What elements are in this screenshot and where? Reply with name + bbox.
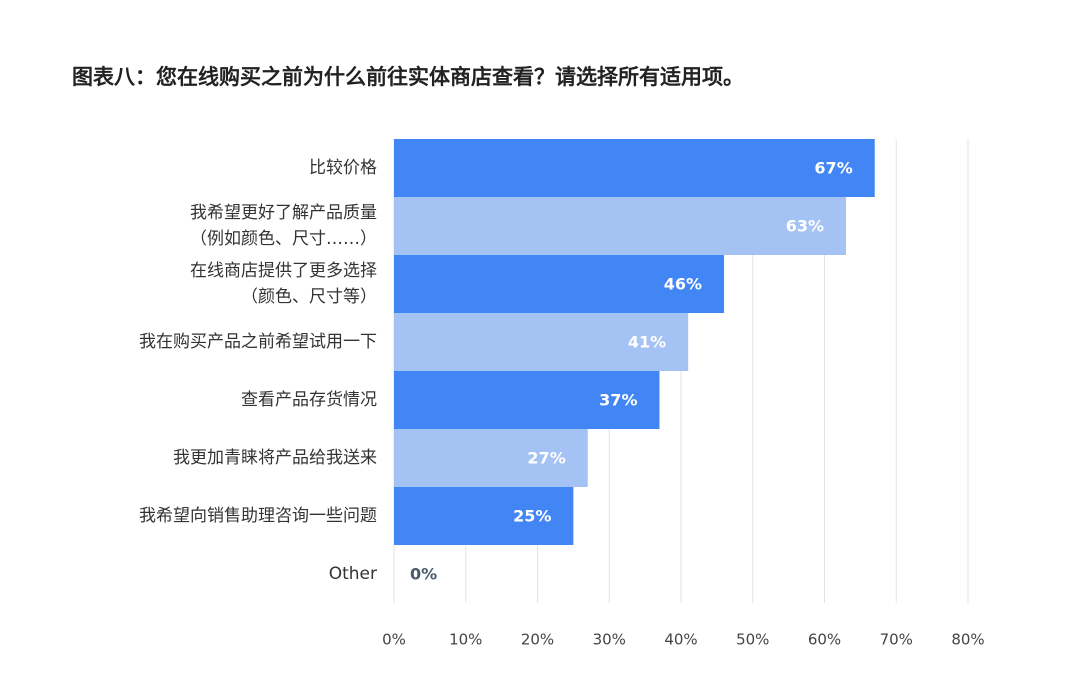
bar (394, 429, 588, 487)
x-tick-label: 70% (880, 631, 913, 649)
x-tick-label: 10% (449, 631, 482, 649)
chart-title: 图表八：您在线购买之前为什么前往实体商店查看？请选择所有适用项。 (72, 65, 744, 89)
y-tick-label: Other (329, 564, 377, 584)
data-label: 41% (628, 333, 666, 352)
x-tick-label: 40% (664, 631, 697, 649)
y-tick-label: （颜色、尺寸等） (241, 287, 377, 307)
data-label: 67% (814, 159, 852, 178)
data-label: 46% (664, 275, 702, 294)
bar (394, 255, 725, 313)
x-tick-label: 50% (736, 631, 769, 649)
bar (394, 197, 847, 255)
data-label: 25% (513, 507, 551, 526)
x-tick-label: 0% (382, 631, 406, 649)
y-tick-label: 比较价格 (309, 158, 377, 178)
y-tick-label: 我更加青睐将产品给我送来 (173, 448, 377, 468)
y-tick-label: 查看产品存货情况 (241, 390, 377, 410)
x-tick-label: 60% (808, 631, 841, 649)
bar (394, 313, 689, 371)
x-tick-label: 20% (521, 631, 554, 649)
bar (394, 139, 875, 197)
y-tick-label: 我希望向销售助理咨询一些问题 (139, 506, 377, 526)
y-tick-label: （例如颜色、尺寸……） (190, 229, 377, 249)
data-label: 37% (599, 391, 637, 410)
data-label: 0% (410, 565, 437, 584)
y-tick-label: 在线商店提供了更多选择 (190, 261, 377, 281)
data-label: 27% (527, 449, 565, 468)
x-tick-label: 30% (593, 631, 626, 649)
y-tick-label: 我希望更好了解产品质量 (190, 203, 377, 223)
bar (394, 371, 660, 429)
bar (394, 487, 574, 545)
y-tick-label: 我在购买产品之前希望试用一下 (139, 332, 377, 352)
data-label: 63% (786, 217, 824, 236)
x-tick-label: 80% (951, 631, 984, 649)
